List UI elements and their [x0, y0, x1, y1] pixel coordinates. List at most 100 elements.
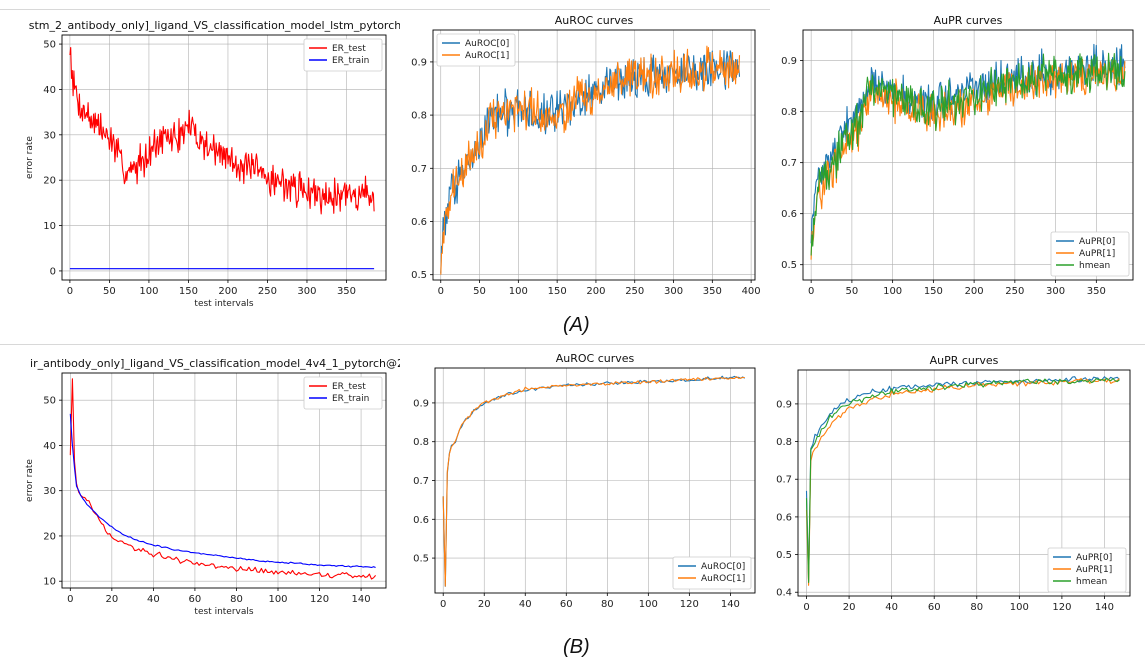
tick-label-x: 100 — [639, 599, 658, 610]
chart-panel-b3: AuPR curves 0 20 40 60 80 100 120 140 0.4 0.5 0.6 0.… — [768, 348, 1145, 628]
tick-label-y: 10 — [43, 577, 56, 588]
series-line-aupr-1- — [810, 58, 1126, 260]
series-line-hmean — [810, 52, 1126, 256]
tick-label-y: 0.9 — [411, 57, 427, 68]
tick-label-y: 0.7 — [411, 164, 427, 175]
tick-label-x: 120 — [1052, 602, 1071, 613]
plot-frame — [802, 29, 1134, 281]
tick-label-y: 0.5 — [413, 554, 429, 565]
legend-entry: hmean — [1076, 577, 1107, 587]
tick-label-y: 40 — [43, 85, 56, 96]
tick-label-x: 300 — [297, 286, 316, 297]
tick-label-y: 0.7 — [413, 476, 429, 487]
tick-label-y: 0.9 — [413, 398, 429, 409]
chart-title: AuPR curves — [934, 14, 1003, 27]
legend-entry: hmean — [1079, 261, 1110, 271]
series-line-er-test — [69, 46, 375, 215]
plot-frame — [432, 29, 756, 281]
tick-label-x: 40 — [519, 599, 532, 610]
tick-label-x: 150 — [548, 286, 567, 297]
tick-label-y: 10 — [43, 221, 56, 232]
tick-label-x: 100 — [509, 286, 528, 297]
tick-label-y: 0.9 — [776, 399, 792, 410]
legend: ER_test ER_train — [303, 38, 383, 72]
legend-entry: AuPR[1] — [1076, 565, 1112, 575]
tick-label-x: 150 — [179, 286, 198, 297]
series-line-auroc-0- — [442, 375, 746, 587]
legend-entry: AuPR[0] — [1079, 237, 1115, 247]
tick-label-y: 0.7 — [781, 158, 797, 169]
plot-frame — [61, 372, 387, 589]
legend-entry: AuROC[1] — [465, 51, 509, 61]
chart-panel-b2: AuROC curves 0 20 40 60 80 100 120 140 0.5 0.6 0.7 0… — [400, 348, 768, 628]
series-line-er-test — [69, 378, 377, 580]
tick-label-y: 0.8 — [411, 111, 427, 122]
tick-label-y: 20 — [43, 176, 56, 187]
tick-label-y: 0.5 — [411, 270, 427, 281]
series-line-aupr-0- — [805, 376, 1120, 583]
chart-panel-b1: ir_antibody_only]_ligand_VS_classificati… — [0, 348, 400, 628]
tick-label-y: 0.5 — [776, 550, 792, 561]
tick-label-x: 100 — [268, 594, 287, 605]
tick-label-x: 100 — [139, 286, 158, 297]
tick-label-x: 120 — [310, 594, 329, 605]
tick-label-x: 140 — [721, 599, 740, 610]
y-axis-label: error rate — [25, 136, 35, 179]
legend-entry: AuPR[1] — [1079, 249, 1115, 259]
legend-entry: AuROC[0] — [465, 39, 509, 49]
chart-panel-a2: AuROC curves 0 50 100 150 200 250 300 350 400 0.5 0… — [400, 10, 772, 310]
tick-label-x: 300 — [664, 286, 683, 297]
tick-label-x: 300 — [1046, 286, 1065, 297]
tick-label-x: 250 — [1005, 286, 1024, 297]
tick-label-x: 50 — [103, 286, 116, 297]
chart-title: AuROC curves — [555, 14, 634, 27]
tick-label-y: 40 — [43, 441, 56, 452]
tick-label-x: 0 — [803, 602, 809, 613]
y-axis-label: error rate — [25, 459, 35, 502]
plot-frame — [434, 367, 756, 594]
chart-panel-a3: AuPR curves 0 50 100 150 200 250 300 350 0.5 0.6 0.… — [772, 10, 1145, 310]
legend-entry: AuROC[0] — [701, 562, 745, 572]
middle-separator — [0, 344, 1145, 345]
tick-label-x: 50 — [846, 286, 859, 297]
tick-label-y: 0.8 — [413, 437, 429, 448]
tick-label-x: 350 — [703, 286, 722, 297]
series-line-hmean — [805, 377, 1120, 584]
tick-label-x: 20 — [478, 599, 491, 610]
tick-label-x: 50 — [473, 286, 486, 297]
legend-box — [672, 556, 752, 590]
tick-label-x: 80 — [230, 594, 243, 605]
tick-label-y: 0.7 — [776, 475, 792, 486]
legend-entry: ER_test — [332, 44, 366, 54]
caption-b: (B) — [563, 636, 590, 658]
tick-label-y: 0 — [50, 266, 56, 277]
tick-label-x: 60 — [189, 594, 202, 605]
chart-panel-a1: stm_2_antibody_only]_ligand_VS_classific… — [0, 10, 400, 310]
legend-box — [303, 38, 383, 72]
tick-label-x: 0 — [440, 599, 446, 610]
tick-label-y: 50 — [43, 396, 56, 407]
legend: AuPR[0] AuPR[1] hmean — [1047, 547, 1127, 593]
tick-label-x: 20 — [843, 602, 856, 613]
legend-box — [303, 376, 383, 410]
tick-label-x: 140 — [352, 594, 371, 605]
tick-label-x: 100 — [1010, 602, 1029, 613]
legend-box — [436, 33, 516, 67]
tick-label-x: 0 — [438, 286, 444, 297]
tick-label-y: 0.6 — [413, 515, 429, 526]
tick-label-x: 120 — [680, 599, 699, 610]
legend-entry: AuPR[0] — [1076, 553, 1112, 563]
chart-svg: stm_2_antibody_only]_ligand_VS_classific… — [25, 19, 400, 309]
tick-label-x: 60 — [560, 599, 573, 610]
plot-frame — [797, 369, 1131, 597]
tick-label-x: 350 — [1087, 286, 1106, 297]
tick-label-y: 0.9 — [781, 56, 797, 67]
chart-title: stm_2_antibody_only]_ligand_VS_classific… — [29, 19, 400, 32]
legend-entry: ER_train — [332, 56, 369, 66]
chart-title: AuPR curves — [930, 354, 999, 367]
chart-svg: AuROC curves 0 20 40 60 80 100 120 140 0.5 0.6 0.7 0… — [413, 352, 756, 610]
chart-title: AuROC curves — [556, 352, 635, 365]
tick-label-x: 40 — [885, 602, 898, 613]
tick-label-y: 0.8 — [781, 107, 797, 118]
legend: ER_test ER_train — [303, 376, 383, 410]
